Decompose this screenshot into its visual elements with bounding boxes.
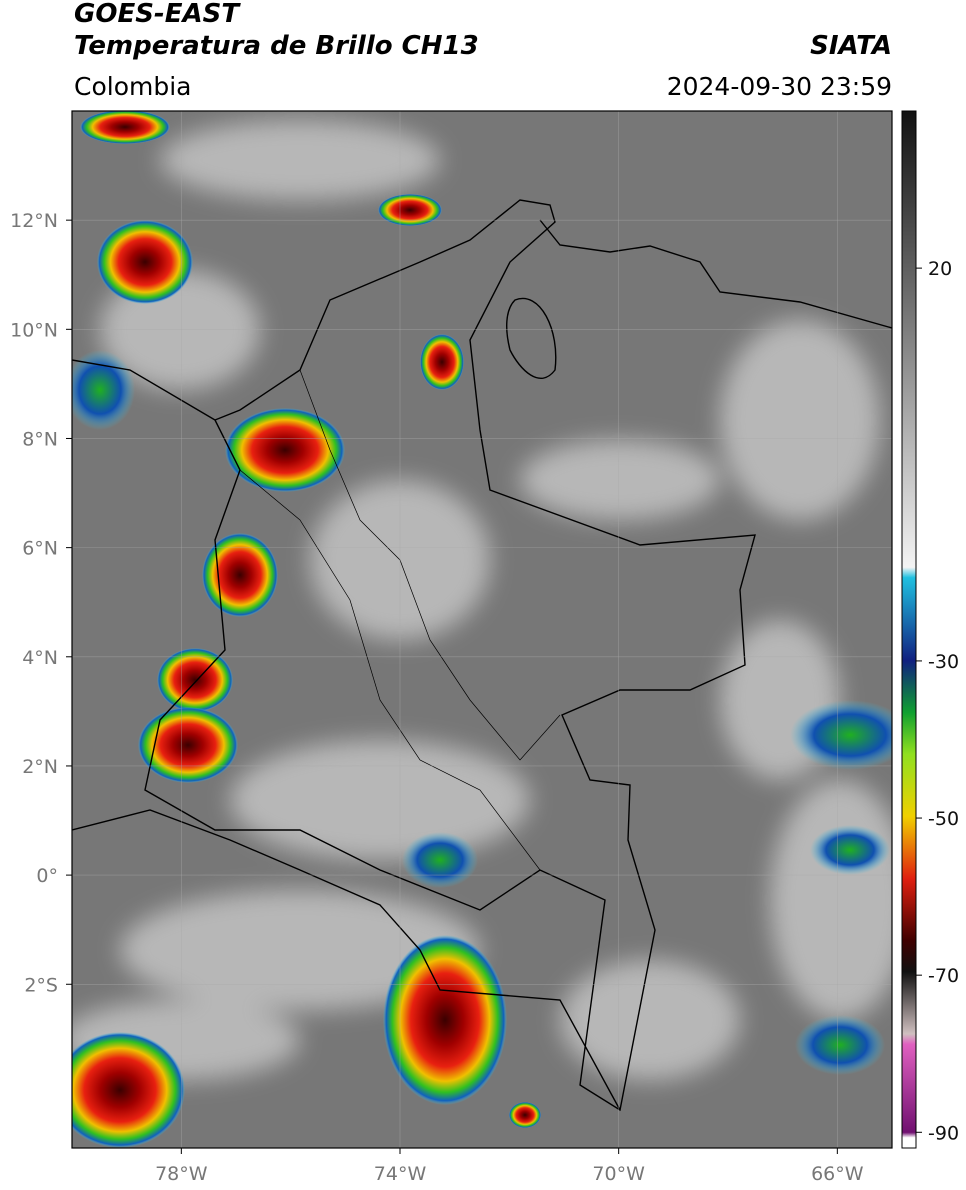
- lon-tick-label: 78°W: [155, 1163, 208, 1185]
- datetime: 2024-09-30 23:59: [667, 72, 892, 101]
- lat-tick-label: 2°S: [24, 974, 58, 996]
- lat-tick-label: 6°N: [22, 538, 58, 560]
- colorbar: [901, 110, 917, 1149]
- lon-tick-label: 70°W: [592, 1163, 645, 1185]
- lat-tick-label: 4°N: [22, 647, 58, 669]
- colorbar-tick-label: -50: [928, 808, 959, 830]
- source: SIATA: [810, 31, 892, 61]
- map-frame: [71, 110, 893, 1149]
- satellite-image: [72, 111, 892, 1148]
- lat-tick-label: 12°N: [10, 210, 58, 232]
- lat-tick-label: 10°N: [10, 319, 58, 341]
- colorbar-tick-label: 20: [928, 258, 952, 280]
- colorbar-tick-label: -70: [928, 965, 959, 987]
- colorbar-tick-label: -30: [928, 651, 959, 673]
- colorbar-tick-label: -90: [928, 1122, 959, 1144]
- lat-tick-label: 2°N: [22, 756, 58, 778]
- graticule: [72, 111, 892, 1148]
- lon-tick-label: 66°W: [811, 1163, 864, 1185]
- title: GOES-EAST: [74, 0, 241, 29]
- region: Colombia: [74, 72, 191, 101]
- lat-tick-label: 0°: [36, 865, 58, 887]
- subtitle: Temperatura de Brillo CH13: [74, 31, 479, 61]
- lat-tick-label: 8°N: [22, 428, 58, 450]
- lon-tick-label: 74°W: [374, 1163, 427, 1185]
